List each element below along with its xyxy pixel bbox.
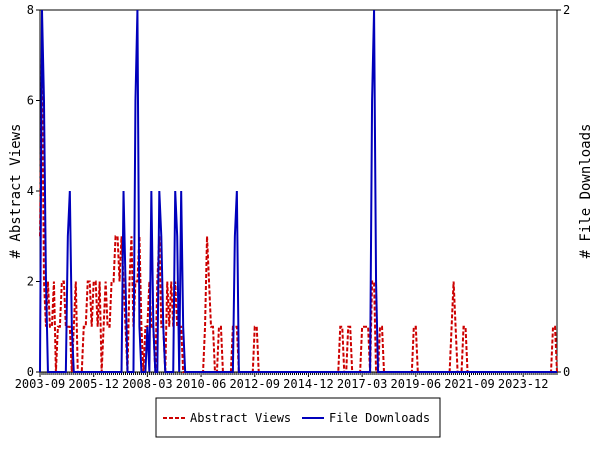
y-tick-label: 4 [27, 184, 34, 198]
series-line [39, 55, 558, 373]
series-line [39, 9, 557, 373]
y-tick-label: 0 [27, 365, 34, 379]
y-axis-title: # Abstract Views [8, 124, 24, 259]
y-tick-label: 8 [27, 3, 34, 17]
x-tick-label: 2019-06 [391, 377, 442, 391]
y-tick-label: 2 [27, 275, 34, 289]
legend-label: Abstract Views [190, 411, 291, 425]
x-tick-label: 2023-12 [498, 377, 549, 391]
x-tick-label: 2021-09 [444, 377, 495, 391]
plot-frame [39, 9, 558, 373]
x-tick-label: 2012-09 [229, 377, 280, 391]
x-tick-label: 2017-03 [337, 377, 388, 391]
y-tick-label: 6 [27, 94, 34, 108]
legend-box [155, 397, 441, 438]
x-tick-label: 2003-09 [15, 377, 66, 391]
y2-axis-title: # File Downloads [578, 124, 594, 259]
legend-label: File Downloads [329, 411, 430, 425]
y2-tick-label: 0 [563, 365, 570, 379]
y2-tick-label: 2 [563, 3, 570, 17]
x-tick-label: 2005-12 [68, 377, 119, 391]
x-tick-label: 2014-12 [283, 377, 334, 391]
x-tick-label: 2010-06 [176, 377, 227, 391]
x-tick-label: 2008-03 [122, 377, 173, 391]
